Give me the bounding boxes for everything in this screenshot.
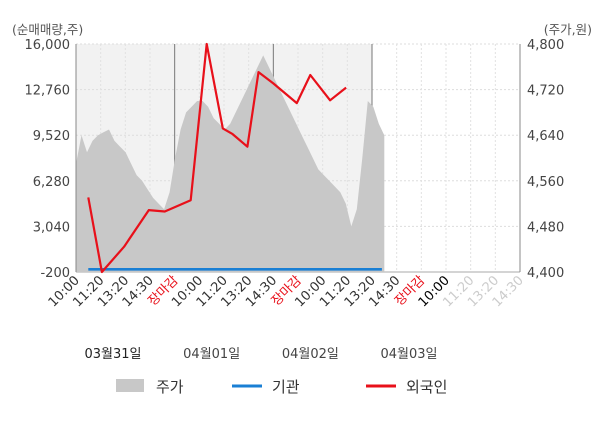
right-tick-label: 4,560 [527,175,564,190]
right-axis-unit-label: (주가,원) [544,22,592,37]
left-tick-label: 3,040 [33,220,70,235]
date-label: 04월01일 [183,347,240,362]
date-label: 04월02일 [282,347,339,362]
legend-label: 기관 [272,378,300,396]
price-area-fill [76,55,385,273]
right-tick-label: 4,640 [527,129,564,144]
price-area [76,55,385,273]
date-label: 03월31일 [84,347,141,362]
legend: 주가 기관 외국인 [116,378,447,396]
series-lines [87,42,382,274]
right-tick-label: 4,720 [527,84,564,99]
left-axis-unit-label: (순매매량,주) [12,22,83,37]
left-tick-label: 6,280 [33,175,70,190]
left-tick-label: 9,520 [33,129,70,144]
legend-label: 주가 [156,378,184,396]
left-tick-label: -200 [40,266,70,281]
date-label: 04월03일 [380,347,437,362]
legend-label: 외국인 [406,378,447,396]
left-tick-label: 16,000 [25,38,71,53]
left-tick-label: 12,760 [25,84,71,99]
right-tick-label: 4,400 [527,266,564,281]
right-tick-label: 4,480 [527,220,564,235]
legend-swatch-area [116,379,144,392]
right-tick-label: 4,800 [527,38,564,53]
series-line-foreign [87,42,347,274]
